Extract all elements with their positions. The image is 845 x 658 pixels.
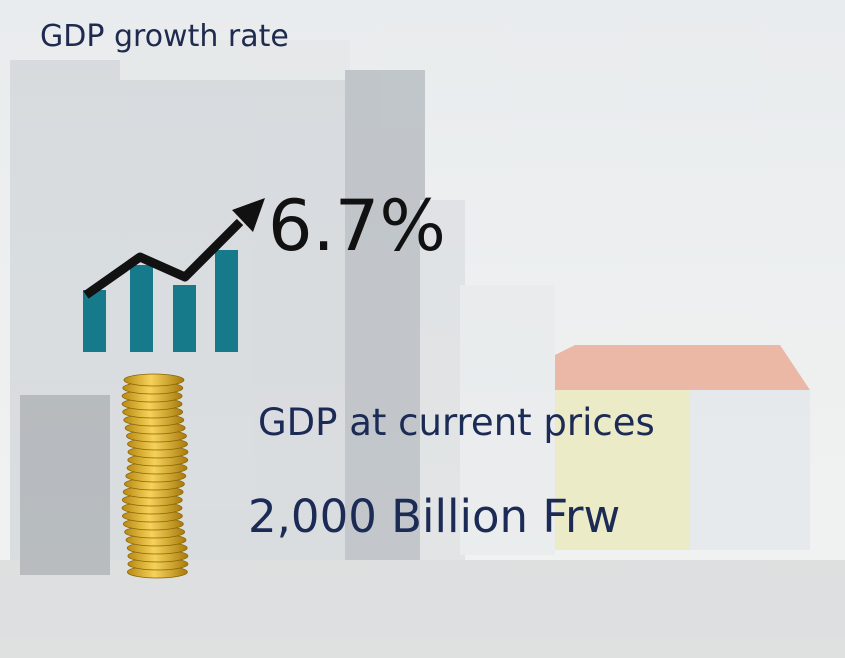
- icon-bar: [130, 265, 153, 352]
- lattice: [420, 200, 465, 560]
- roof: [120, 40, 350, 80]
- tower: [345, 70, 425, 570]
- facade: [20, 395, 110, 575]
- chart-icon: [83, 198, 265, 352]
- arrow-head: [232, 198, 265, 232]
- white-wing: [690, 390, 810, 550]
- trend-arrow: [83, 218, 244, 299]
- side-block: [460, 285, 555, 555]
- icon-bar: [215, 250, 238, 352]
- icon-bar: [173, 285, 196, 352]
- coin: [123, 373, 185, 387]
- icon-bar: [83, 290, 106, 352]
- coin-stack: [121, 373, 189, 579]
- growth-value: 6.7%: [268, 185, 446, 267]
- gdp-label: GDP at current prices: [258, 401, 655, 444]
- pavement: [0, 560, 845, 658]
- gdp-value: 2,000 Billion Frw: [248, 490, 620, 543]
- growth-label: GDP growth rate: [40, 19, 289, 54]
- red-roof: [555, 345, 810, 390]
